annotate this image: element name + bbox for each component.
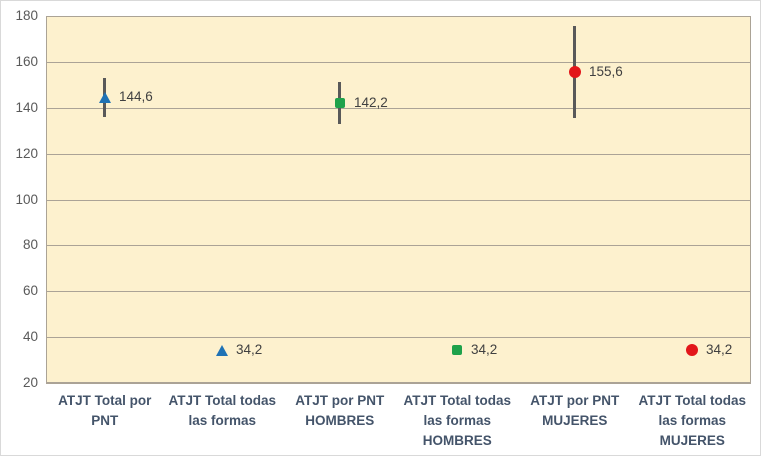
gridline: [46, 245, 751, 246]
y-tick-label: 20: [22, 375, 38, 390]
y-tick-label: 80: [22, 237, 38, 252]
y-tick-label: 120: [15, 146, 38, 161]
gridline: [46, 383, 751, 384]
gridline: [46, 291, 751, 292]
y-tick-label: 140: [15, 100, 38, 115]
data-point-circle-marker: [569, 66, 581, 78]
data-point-triangle-marker: [99, 92, 111, 103]
data-point-circle-marker: [686, 344, 698, 356]
data-label: 155,6: [589, 64, 623, 79]
data-point-triangle-marker: [216, 345, 228, 356]
y-tick-label: 180: [15, 8, 38, 23]
gridline: [46, 62, 751, 63]
data-label: 142,2: [354, 95, 388, 110]
gridline: [46, 108, 751, 109]
x-category-label: ATJT Total todas las formas: [168, 393, 277, 428]
gridline: [46, 154, 751, 155]
x-category-label: ATJT por PNT HOMBRES: [295, 393, 385, 428]
x-category-label: ATJT Total por PNT: [58, 393, 152, 428]
data-label: 34,2: [706, 342, 733, 357]
y-tick-label: 100: [15, 192, 38, 207]
x-category-label: ATJT por PNT MUJERES: [530, 393, 620, 428]
gridline: [46, 16, 751, 17]
x-category-label: ATJT Total todas las formas HOMBRES: [403, 393, 512, 448]
y-tick-label: 40: [22, 329, 38, 344]
gridline: [46, 200, 751, 201]
y-tick-label: 160: [15, 54, 38, 69]
x-category-label: ATJT Total todas las formas MUJERES: [638, 393, 747, 448]
data-point-square-marker: [452, 345, 462, 355]
plot-area: [46, 16, 751, 383]
gridline: [46, 337, 751, 338]
y-tick-label: 60: [22, 283, 38, 298]
data-point-square-marker: [335, 98, 345, 108]
data-label: 34,2: [471, 342, 498, 357]
data-label: 144,6: [119, 89, 153, 104]
data-label: 34,2: [236, 342, 263, 357]
